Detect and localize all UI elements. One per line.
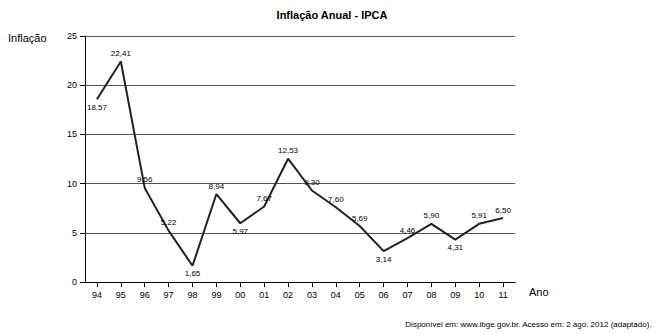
- svg-text:00: 00: [235, 290, 245, 300]
- svg-text:5,97: 5,97: [232, 227, 248, 236]
- svg-text:15: 15: [67, 129, 77, 139]
- svg-text:7,60: 7,60: [328, 195, 344, 204]
- svg-text:Inflação Anual - IPCA: Inflação Anual - IPCA: [277, 9, 388, 21]
- svg-text:5,91: 5,91: [471, 211, 487, 220]
- svg-text:5,22: 5,22: [161, 218, 177, 227]
- svg-text:5,90: 5,90: [424, 211, 440, 220]
- svg-text:18,57: 18,57: [87, 103, 108, 112]
- svg-text:4,46: 4,46: [400, 226, 416, 235]
- svg-text:08: 08: [426, 290, 436, 300]
- svg-text:3,14: 3,14: [376, 255, 392, 264]
- svg-text:96: 96: [140, 290, 150, 300]
- svg-text:05: 05: [355, 290, 365, 300]
- svg-text:94: 94: [92, 290, 102, 300]
- svg-text:25: 25: [67, 31, 77, 41]
- svg-text:0: 0: [72, 277, 77, 287]
- svg-text:02: 02: [283, 290, 293, 300]
- svg-text:9,56: 9,56: [137, 175, 153, 184]
- svg-text:22,41: 22,41: [111, 49, 132, 58]
- svg-text:98: 98: [187, 290, 197, 300]
- svg-text:10: 10: [67, 179, 77, 189]
- svg-text:04: 04: [331, 290, 341, 300]
- svg-text:97: 97: [164, 290, 174, 300]
- svg-text:1,65: 1,65: [185, 269, 201, 278]
- svg-text:12,53: 12,53: [278, 146, 299, 155]
- svg-text:03: 03: [307, 290, 317, 300]
- svg-text:9,30: 9,30: [304, 178, 320, 187]
- svg-text:6,50: 6,50: [495, 206, 511, 215]
- svg-text:5,69: 5,69: [352, 214, 368, 223]
- svg-text:Inflação: Inflação: [8, 32, 47, 44]
- svg-text:11: 11: [498, 290, 507, 300]
- svg-text:10: 10: [474, 290, 484, 300]
- svg-text:8,94: 8,94: [209, 182, 225, 191]
- svg-text:06: 06: [379, 290, 389, 300]
- svg-text:99: 99: [211, 290, 221, 300]
- svg-text:01: 01: [259, 290, 269, 300]
- svg-text:09: 09: [450, 290, 460, 300]
- svg-text:95: 95: [116, 290, 126, 300]
- svg-text:07: 07: [402, 290, 412, 300]
- svg-text:5: 5: [72, 228, 77, 238]
- svg-text:Ano: Ano: [529, 286, 549, 298]
- svg-text:20: 20: [67, 80, 77, 90]
- svg-text:4,31: 4,31: [447, 243, 463, 252]
- svg-text:7,67: 7,67: [256, 194, 272, 203]
- svg-text:Disponível em: www.ibge.gov.br: Disponível em: www.ibge.gov.br. Acesso e…: [405, 320, 651, 329]
